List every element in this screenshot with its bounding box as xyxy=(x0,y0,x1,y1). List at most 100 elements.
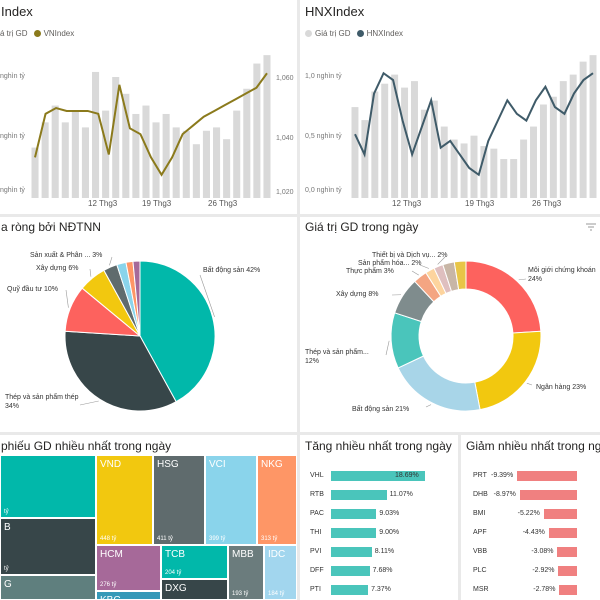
bar-mark xyxy=(539,104,547,198)
bar-mark xyxy=(122,93,130,198)
bar-mark xyxy=(351,107,359,198)
bar-mark xyxy=(361,120,369,198)
bar-mark[interactable] xyxy=(331,490,387,500)
treemap-cell[interactable]: MBB 193 tỷ xyxy=(228,545,264,600)
treemap-cell-value: tỷ xyxy=(4,566,9,572)
treemap-cell-name: HCM xyxy=(100,549,123,560)
treemap-cell[interactable]: G xyxy=(0,575,96,600)
bar-mark xyxy=(579,61,587,198)
bar-mark xyxy=(411,81,418,198)
bar-category-label: THI xyxy=(310,529,322,536)
bar-mark xyxy=(430,100,438,198)
bar-mark[interactable] xyxy=(548,528,577,538)
treemap-cell-name: G xyxy=(4,579,12,590)
slice-label: Bất động sản 21% xyxy=(352,404,409,413)
treemap-cell[interactable]: TCB 204 tỷ xyxy=(161,545,228,579)
treemap-cell[interactable]: DXG xyxy=(161,579,228,600)
bar-value-label: -2.78% xyxy=(533,586,556,593)
bar-value-label: 7.37% xyxy=(371,586,391,593)
bar-mark[interactable] xyxy=(519,490,577,500)
treemap-cell-name: MBB xyxy=(232,549,254,560)
bar-mark[interactable] xyxy=(331,566,370,576)
leader-line xyxy=(109,256,113,266)
treemap-cell[interactable]: VND 448 tỷ xyxy=(96,455,153,545)
bar-mark xyxy=(490,148,498,198)
bar-mark xyxy=(559,81,567,198)
leader-line xyxy=(89,268,92,277)
leader-line xyxy=(79,400,99,406)
slice-label: 12% xyxy=(305,358,319,365)
bar-mark xyxy=(41,122,49,198)
bar-mark[interactable] xyxy=(331,471,425,481)
bar-mark xyxy=(112,76,120,198)
leader-line xyxy=(526,382,533,386)
bar-value-label: 11.07% xyxy=(389,491,413,498)
bar-mark[interactable] xyxy=(543,509,577,519)
slice-label: Thép và sản phẩm... xyxy=(305,348,369,356)
bar-mark xyxy=(132,113,140,198)
legend-bar-label: á trị GD xyxy=(0,29,28,38)
treemap-cell[interactable]: NKG 313 tỷ xyxy=(257,455,297,545)
slice-label: Sản xuất & Phân ... 3% xyxy=(30,250,102,259)
bar-mark xyxy=(263,55,271,199)
treemap-cell[interactable]: IDC 184 tỷ xyxy=(264,545,297,600)
slice-label: Xây dựng 8% xyxy=(336,291,378,298)
x-tick-label: 19 Thg3 xyxy=(142,199,172,208)
bar-mark xyxy=(243,88,251,198)
treemap-cell[interactable]: tỷ xyxy=(0,455,96,518)
netbuy-panel: a ròng bởi NĐTNN Bất động sản 42% Thép và… xyxy=(0,217,297,432)
bar-value-label: 9.00% xyxy=(379,529,400,536)
treemap-cell[interactable]: KBC xyxy=(96,591,161,600)
bar-mark[interactable] xyxy=(331,528,377,538)
bar-mark[interactable] xyxy=(557,547,577,557)
bar-mark[interactable] xyxy=(331,547,372,557)
x-tick-label: 26 Thg3 xyxy=(532,199,562,208)
legend-bar-dot xyxy=(305,30,312,37)
leader-line xyxy=(65,289,69,308)
treemap-title: phiếu GD nhiều nhất trong ngày xyxy=(1,439,172,453)
bar-category-label: PLC xyxy=(473,567,487,574)
bar-mark[interactable] xyxy=(331,585,369,595)
bar-mark xyxy=(61,122,69,198)
treemap-cell[interactable]: HSG 411 tỷ xyxy=(153,455,205,545)
slice-label: Sản phẩm hóa... 2% xyxy=(358,259,421,267)
bar-mark xyxy=(81,127,89,198)
filter-icon[interactable] xyxy=(586,223,596,231)
bar-category-label: VHL xyxy=(310,472,324,479)
bar-mark[interactable] xyxy=(517,471,577,481)
treemap-cell-name: KBC xyxy=(100,595,121,599)
bar-value-label: 7.68% xyxy=(372,567,393,574)
bar-category-label: BMI xyxy=(473,510,486,517)
gainers-title: Tăng nhiều nhất trong ngày xyxy=(305,439,452,453)
bar-category-label: APF xyxy=(473,529,487,536)
bar-mark[interactable] xyxy=(558,566,577,576)
treemap-cell[interactable]: HCM 276 tỷ xyxy=(96,545,161,591)
treemap-cell-value: 204 tỷ xyxy=(165,570,182,576)
hnxindex-chart: 1,0 nghìn tỷ 0,5 nghìn tỷ 0,0 nghìn tỷ 12 T… xyxy=(305,55,597,208)
bar-mark xyxy=(450,139,458,198)
bar-mark[interactable] xyxy=(559,585,577,595)
bar-mark xyxy=(391,74,399,198)
sector-panel: Giá trị GD trong ngày Môi giới chứng kho… xyxy=(300,217,600,432)
slice-label: Thực phẩm 3% xyxy=(346,267,394,275)
bar-mark[interactable] xyxy=(331,509,377,519)
treemap-cell-name: IDC xyxy=(268,549,286,560)
treemap-cell-value: 276 tỷ xyxy=(100,582,117,588)
losers-title: Giảm nhiều nhất trong ngày xyxy=(466,439,600,453)
treemap-cell[interactable]: VCI 399 tỷ xyxy=(205,455,257,545)
leader-line xyxy=(419,264,430,269)
bar-value-label: -3.08% xyxy=(531,548,554,555)
bar-mark xyxy=(233,110,241,198)
bar-mark xyxy=(520,139,528,198)
sector-title: Giá trị GD trong ngày xyxy=(305,220,419,234)
netbuy-pie-chart: Bất động sản 42% Thép và sản phẩm thép 34%… xyxy=(5,250,260,412)
leader-line xyxy=(411,270,419,276)
bar-mark xyxy=(213,127,221,198)
slice-label: 34% xyxy=(5,403,19,410)
bar-category-label: PVI xyxy=(310,548,322,555)
vnindex-chart: nghìn tỷ nghìn tỷ nghìn tỷ 1,060 1,040 1,020 1… xyxy=(0,55,294,208)
hnxindex-legend: Giá trị GD HNXIndex xyxy=(305,29,403,38)
sector-donut-chart: Môi giới chứng khoán 24% Ngân hàng 23% Bất … xyxy=(305,250,596,413)
